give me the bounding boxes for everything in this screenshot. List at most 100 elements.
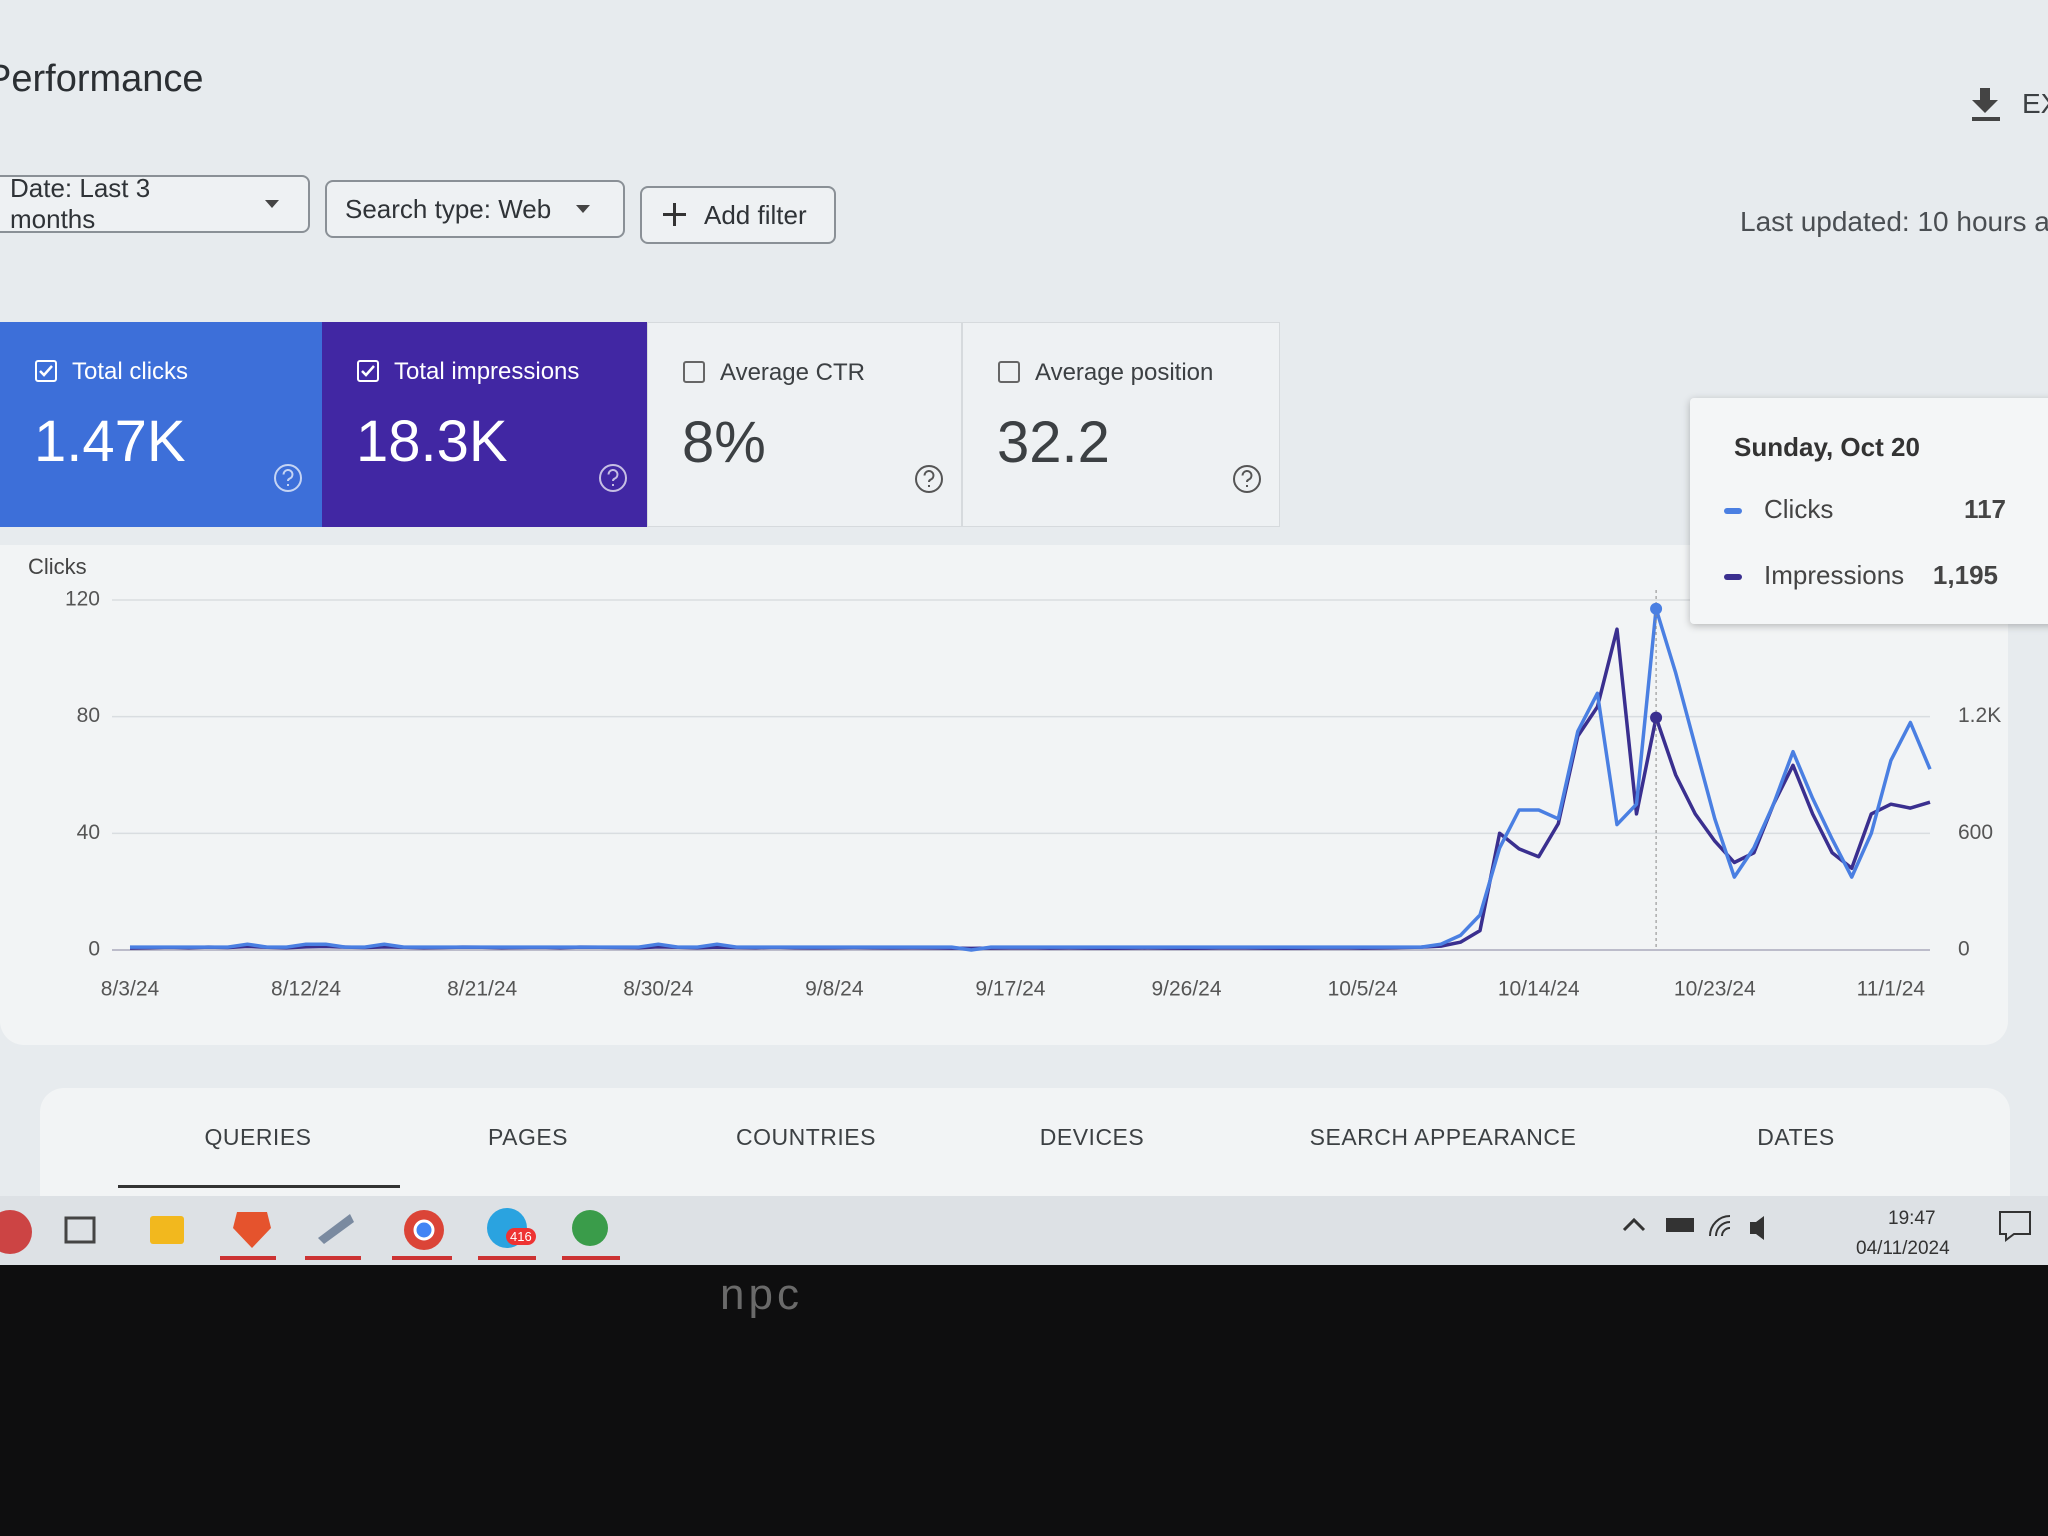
tooltip-value: 1,195: [1932, 560, 1998, 590]
tab[interactable]: COUNTRIES: [736, 1124, 876, 1150]
legend-swatch: [1724, 574, 1742, 580]
active-tab-underline: [118, 1185, 400, 1188]
hover-dot: [1650, 602, 1663, 615]
checkbox: [35, 360, 57, 382]
app-icon[interactable]: [318, 1214, 354, 1244]
notifications-icon[interactable]: [1999, 1211, 2031, 1242]
tray-arrow[interactable]: [1622, 1217, 1646, 1232]
x-tick-label: 10/23/24: [1674, 978, 1756, 1001]
checkbox-box: [357, 360, 379, 382]
brave-icon[interactable]: [233, 1212, 271, 1248]
y-axis-label: Clicks: [28, 554, 87, 579]
help-glyph: [923, 469, 935, 487]
checkbox-box: [35, 360, 57, 382]
checkbox: [357, 360, 379, 382]
chrome-center: [413, 1219, 435, 1241]
metric-card[interactable]: Total clicks 1.47K: [0, 322, 322, 527]
browser-icon[interactable]: [572, 1210, 608, 1246]
dropdown-arrow: [265, 200, 280, 208]
x-tick-label: 8/12/24: [271, 978, 341, 1001]
tab[interactable]: DATES: [1757, 1124, 1835, 1150]
metric-label: Average CTR: [720, 359, 865, 386]
tab[interactable]: SEARCH APPEARANCE: [1309, 1124, 1577, 1150]
legend-entry: Clicks: [1764, 494, 1834, 524]
help-glyph: [282, 468, 294, 486]
wifi-icon[interactable]: [1709, 1215, 1731, 1237]
legend-swatch: [1724, 508, 1742, 514]
y2-tick-label: 0: [1958, 938, 1970, 961]
screen: Performance EX Date: Last 3 months Searc…: [0, 0, 2048, 1265]
explorer-icon[interactable]: [150, 1216, 184, 1244]
task-view-icon[interactable]: [64, 1216, 96, 1244]
y-tick-label: 120: [65, 588, 100, 611]
page-title: Performance: [0, 58, 204, 100]
y-tick-label: 40: [77, 821, 100, 844]
system-tray: [1622, 1211, 2031, 1242]
battery-icon[interactable]: [1666, 1218, 1694, 1232]
x-tick-label: 9/8/24: [805, 978, 864, 1001]
help-glyph: [1241, 469, 1253, 487]
checkbox-box: [998, 361, 1020, 383]
help-circle: [274, 464, 302, 492]
tabs-panel: [40, 1088, 2010, 1198]
chip-label: Add filter: [704, 199, 807, 230]
taskbar: 416 19:47 04/11/2024: [0, 1196, 2048, 1265]
help-circle: [599, 464, 627, 492]
checkbox: [683, 361, 705, 383]
checkmark: [39, 365, 53, 377]
hover-dot: [1650, 711, 1663, 724]
export-button[interactable]: EX: [2022, 88, 2048, 119]
y2-tick-label: 600: [1958, 821, 1993, 844]
chart-tooltip: Sunday, Oct 20 Clicks 117 Impressions 1,195: [1690, 398, 2048, 624]
date-filter[interactable]: Date: Last 3 months: [0, 173, 310, 234]
metric-value: 8%: [682, 410, 766, 475]
metric-label: Average position: [1035, 359, 1214, 386]
tab[interactable]: DEVICES: [1039, 1124, 1145, 1150]
metric-label-row: Total impressions: [356, 358, 647, 386]
metric-value: 1.47K: [34, 409, 186, 474]
help-icon: [1233, 465, 1261, 493]
search-type-filter[interactable]: Search type: Web: [325, 180, 625, 238]
add-filter[interactable]: Add filter: [640, 186, 836, 244]
x-tick-label: 9/26/24: [1151, 978, 1221, 1001]
metric-card[interactable]: Average position 32.2: [962, 322, 1280, 527]
checkmark: [361, 365, 375, 377]
metric-value: 32.2: [997, 410, 1110, 475]
checkbox-box: [683, 361, 705, 383]
bezel-brand: npc: [720, 1270, 803, 1319]
running-indicator: [305, 1256, 361, 1260]
x-tick-label: 10/5/24: [1328, 978, 1398, 1001]
dropdown-arrow: [576, 205, 591, 213]
x-tick-label: 8/3/24: [101, 978, 160, 1001]
legend-entry: Impressions: [1764, 560, 1905, 590]
clock-time: 19:47: [1888, 1208, 1936, 1229]
download-icon[interactable]: [1968, 84, 2008, 124]
running-indicator: [562, 1256, 620, 1260]
y-tick-label: 0: [88, 938, 100, 961]
tab[interactable]: QUERIES: [204, 1124, 312, 1150]
series-line: [130, 607, 1932, 952]
x-tick-label: 11/1/24: [1857, 978, 1926, 1001]
start-icon[interactable]: [0, 1210, 32, 1254]
metric-value: 18.3K: [356, 409, 508, 474]
metric-card[interactable]: Total impressions 18.3K: [322, 322, 647, 527]
y-tick-label: 80: [77, 704, 100, 727]
chart: Clicks0408012006001.2K1.8K8/3/248/12/248…: [28, 554, 2001, 1001]
help-icon: [599, 464, 627, 492]
help-icon: [915, 465, 943, 493]
clock-date: 04/11/2024: [1856, 1238, 1950, 1259]
chart-panel: [0, 545, 2008, 1045]
volume-icon[interactable]: [1750, 1216, 1764, 1240]
plus-icon: [663, 203, 686, 226]
metric-card[interactable]: Average CTR 8%: [647, 322, 962, 527]
series-line: [129, 627, 1931, 951]
x-tick-label: 8/21/24: [447, 978, 517, 1001]
x-tick-label: 10/14/24: [1498, 978, 1580, 1001]
tooltip-title: Sunday, Oct 20: [1734, 432, 1920, 462]
tab[interactable]: PAGES: [487, 1124, 569, 1150]
metric-label-row: Total clicks: [34, 358, 322, 386]
taskbar-icons: [0, 1208, 620, 1260]
help-glyph: [607, 468, 619, 486]
x-tick-label: 8/30/24: [623, 978, 693, 1001]
running-indicator: [392, 1256, 452, 1260]
